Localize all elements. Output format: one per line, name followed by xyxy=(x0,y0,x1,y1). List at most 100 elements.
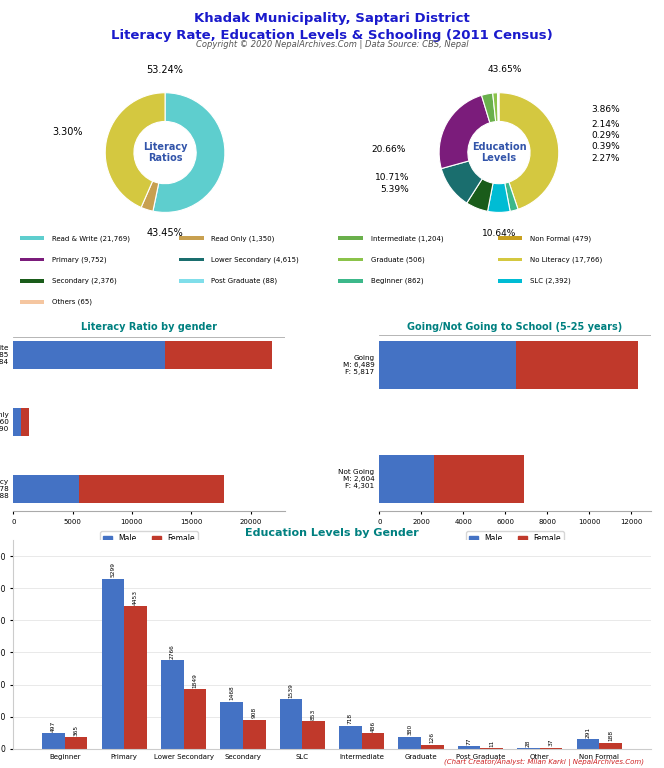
Bar xyxy=(13,475,80,503)
Bar xyxy=(576,740,599,749)
Bar xyxy=(362,733,384,749)
Text: 37: 37 xyxy=(548,739,554,746)
Wedge shape xyxy=(442,161,482,203)
Bar xyxy=(498,257,523,261)
Text: 1468: 1468 xyxy=(229,686,234,700)
Text: 486: 486 xyxy=(371,721,375,732)
Bar xyxy=(161,660,183,749)
Title: Literacy Ratio by gender: Literacy Ratio by gender xyxy=(81,322,217,332)
Bar xyxy=(102,578,124,749)
Text: 4453: 4453 xyxy=(133,590,138,604)
Bar xyxy=(398,737,421,749)
Bar xyxy=(20,279,44,283)
Text: No Literacy (17,766): No Literacy (17,766) xyxy=(530,257,602,263)
Text: 497: 497 xyxy=(51,720,56,732)
Bar xyxy=(339,237,363,240)
Text: 2766: 2766 xyxy=(170,644,175,659)
Text: 3.86%: 3.86% xyxy=(592,105,620,114)
Text: Literacy
Ratios: Literacy Ratios xyxy=(143,142,187,164)
Text: Others (65): Others (65) xyxy=(52,299,92,305)
Bar xyxy=(42,733,65,749)
Text: 43.45%: 43.45% xyxy=(147,228,183,238)
Text: 2.14%: 2.14% xyxy=(592,120,620,129)
Bar xyxy=(21,408,29,435)
Text: 1539: 1539 xyxy=(289,684,293,698)
Bar xyxy=(339,279,363,283)
Bar xyxy=(280,700,302,749)
Text: Copyright © 2020 NepalArchives.Com | Data Source: CBS, Nepal: Copyright © 2020 NepalArchives.Com | Dat… xyxy=(196,39,468,48)
Text: 853: 853 xyxy=(311,709,316,720)
Bar xyxy=(243,720,266,749)
Bar xyxy=(13,408,21,435)
Text: 53.24%: 53.24% xyxy=(147,65,183,75)
Bar xyxy=(339,257,363,261)
Bar xyxy=(124,606,147,749)
Text: Read & Write (21,769): Read & Write (21,769) xyxy=(52,235,130,242)
Text: 43.65%: 43.65% xyxy=(488,65,522,74)
Text: 20.66%: 20.66% xyxy=(372,145,406,154)
Text: 5299: 5299 xyxy=(110,562,116,578)
Wedge shape xyxy=(487,183,510,213)
Text: Literacy Rate, Education Levels & Schooling (2011 Census): Literacy Rate, Education Levels & School… xyxy=(111,29,553,42)
Bar xyxy=(599,743,622,749)
Bar xyxy=(220,702,243,749)
Text: Khadak Municipality, Saptari District: Khadak Municipality, Saptari District xyxy=(194,12,470,25)
Wedge shape xyxy=(467,179,493,211)
Bar xyxy=(179,257,204,261)
Text: 10.71%: 10.71% xyxy=(374,174,409,182)
Text: Primary (9,752): Primary (9,752) xyxy=(52,257,106,263)
Bar xyxy=(379,455,434,503)
Bar xyxy=(458,746,481,749)
Text: 1849: 1849 xyxy=(193,674,197,688)
Text: Education
Levels: Education Levels xyxy=(471,142,527,164)
Bar xyxy=(20,237,44,240)
Text: 908: 908 xyxy=(252,707,257,718)
Text: 365: 365 xyxy=(74,725,78,736)
Text: 126: 126 xyxy=(430,733,435,743)
Text: Graduate (506): Graduate (506) xyxy=(371,257,424,263)
Bar xyxy=(421,745,444,749)
Bar xyxy=(179,237,204,240)
Text: Read Only (1,350): Read Only (1,350) xyxy=(211,235,275,242)
Title: Going/Not Going to School (5-25 years): Going/Not Going to School (5-25 years) xyxy=(408,322,623,332)
Bar xyxy=(517,748,540,749)
Wedge shape xyxy=(141,181,159,211)
Title: Education Levels by Gender: Education Levels by Gender xyxy=(245,528,419,538)
Text: 10.64%: 10.64% xyxy=(482,229,516,238)
Text: 5.39%: 5.39% xyxy=(380,185,409,194)
Text: 0.29%: 0.29% xyxy=(592,131,620,141)
Text: Secondary (2,376): Secondary (2,376) xyxy=(52,277,117,284)
Bar xyxy=(434,455,525,503)
Text: SLC (2,392): SLC (2,392) xyxy=(530,277,570,284)
Text: (Chart Creator/Analyst: Milan Karki | NepalArchives.Com): (Chart Creator/Analyst: Milan Karki | Ne… xyxy=(444,759,644,766)
Bar xyxy=(498,279,523,283)
Text: 3.30%: 3.30% xyxy=(52,127,82,137)
Wedge shape xyxy=(505,182,518,211)
Bar xyxy=(183,690,206,749)
Wedge shape xyxy=(493,93,498,121)
Legend: Male, Female: Male, Female xyxy=(466,531,564,546)
Bar xyxy=(65,737,88,749)
Bar xyxy=(13,341,165,369)
Bar xyxy=(302,721,325,749)
Bar xyxy=(540,747,562,749)
Text: 2.27%: 2.27% xyxy=(592,154,620,163)
Text: 28: 28 xyxy=(526,739,531,746)
Text: 291: 291 xyxy=(586,727,590,738)
Wedge shape xyxy=(481,93,496,123)
Text: Intermediate (1,204): Intermediate (1,204) xyxy=(371,235,443,242)
Bar xyxy=(179,279,204,283)
Bar xyxy=(379,341,516,389)
Text: 77: 77 xyxy=(467,737,471,745)
Text: 380: 380 xyxy=(407,724,412,735)
Text: 188: 188 xyxy=(608,730,613,741)
Bar xyxy=(339,726,362,749)
Wedge shape xyxy=(153,93,225,213)
Bar xyxy=(498,237,523,240)
Wedge shape xyxy=(105,93,165,207)
Bar xyxy=(20,300,44,303)
Text: Post Graduate (88): Post Graduate (88) xyxy=(211,277,278,284)
Text: 718: 718 xyxy=(348,713,353,724)
Text: Beginner (862): Beginner (862) xyxy=(371,277,423,284)
Bar xyxy=(80,475,224,503)
